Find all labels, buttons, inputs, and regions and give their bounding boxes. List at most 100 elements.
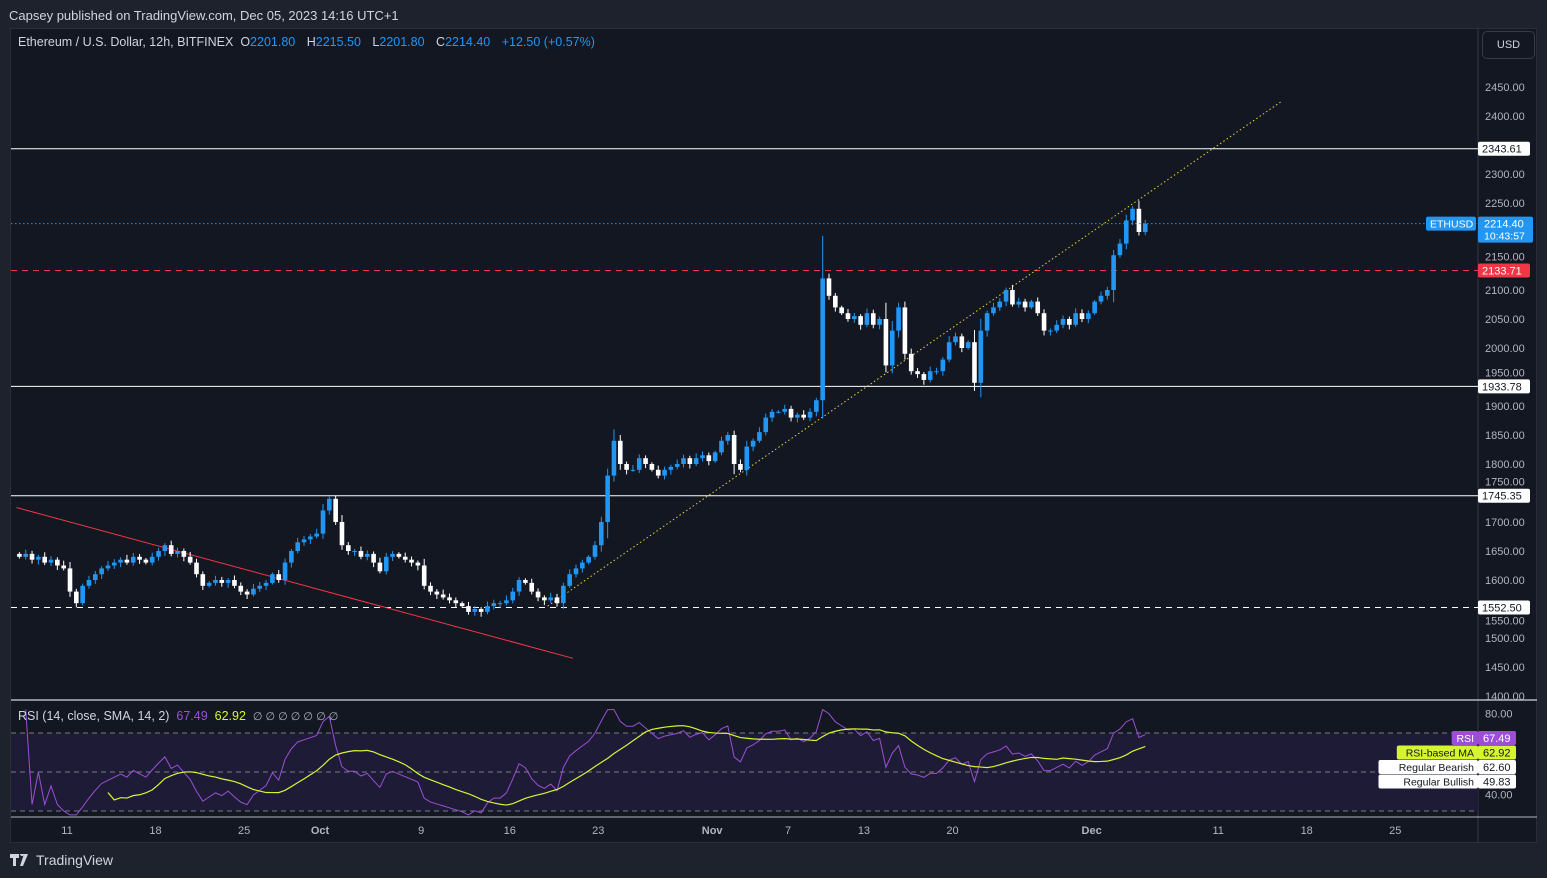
candle [984, 310, 990, 337]
candle-body [270, 574, 275, 583]
candle [611, 429, 617, 482]
candle [605, 468, 610, 539]
candle [156, 547, 161, 561]
candle-body [1029, 301, 1034, 308]
rsi-label-name: RSI [1456, 733, 1474, 745]
candle-body [402, 556, 408, 560]
candle-body [1136, 208, 1142, 232]
rsi-extra-values: ∅ ∅ ∅ ∅ ∅ ∅ ∅ [252, 711, 339, 723]
candle [700, 451, 705, 462]
candle-body [466, 606, 471, 612]
rsi-label-value: 49.83 [1483, 777, 1511, 789]
candle-body [390, 553, 395, 557]
candle [870, 309, 876, 329]
candle-body [409, 559, 414, 563]
rsi-title: RSI (14, close, SMA, 14, 2) [18, 709, 170, 723]
candle [649, 462, 655, 472]
candle [270, 572, 275, 585]
candle-body [415, 562, 421, 566]
candle [428, 582, 433, 596]
candle-body [67, 568, 73, 592]
candle [795, 412, 800, 423]
candle [1111, 249, 1116, 303]
tradingview-logo-icon [10, 854, 28, 866]
candle-body [630, 469, 636, 471]
candle-body [130, 556, 136, 563]
candle [750, 438, 756, 452]
candle [364, 550, 370, 561]
candle [301, 535, 307, 546]
candle-body [301, 539, 307, 543]
candle-body [991, 307, 996, 314]
candle-body [1142, 223, 1148, 232]
level-price-tag [1478, 379, 1530, 394]
candle [440, 589, 446, 600]
candle [599, 516, 604, 552]
candle-body [624, 464, 629, 470]
rsi-label-name-tag [1378, 760, 1478, 774]
rsi-label-value-tag [1478, 745, 1516, 760]
candle-body [156, 551, 161, 557]
candle [181, 548, 187, 562]
candle-body [1022, 301, 1028, 308]
candle [289, 548, 294, 568]
candle-body [870, 313, 876, 325]
candle [845, 309, 851, 322]
candle [137, 554, 142, 564]
candle [516, 577, 522, 596]
candle [725, 431, 731, 445]
candle-body [744, 446, 750, 470]
candle [194, 558, 199, 578]
close-value: 2214.40 [445, 35, 491, 49]
candle-body [371, 553, 376, 563]
candle-body [485, 606, 490, 612]
candle-body [535, 591, 541, 598]
time-tick-label: 16 [504, 825, 516, 837]
symbol-tag-label: ETHUSD [1430, 219, 1474, 231]
candle-body [383, 556, 389, 572]
rsi-label-value: 67.49 [1483, 733, 1511, 745]
candle [213, 575, 218, 586]
candle [74, 588, 79, 608]
candle [921, 372, 927, 385]
candle [251, 583, 256, 597]
candle [1086, 310, 1091, 324]
candle [453, 597, 459, 608]
candle-body [289, 551, 294, 563]
price-tick-label: 2000.00 [1485, 343, 1525, 355]
candle [706, 452, 712, 466]
candle-body [17, 553, 22, 557]
candle-body [478, 609, 484, 612]
candle [744, 440, 750, 476]
candle-body [295, 542, 300, 551]
tradingview-logo[interactable]: TradingView [10, 852, 113, 868]
candle-body [1010, 290, 1015, 305]
time-tick-label: 11 [1212, 825, 1223, 837]
candle-body [118, 559, 123, 563]
candle [143, 557, 149, 565]
level-price-label: 1552.50 [1482, 603, 1522, 615]
candle-body [542, 597, 547, 601]
candle [320, 504, 326, 539]
candle-body [940, 359, 946, 372]
candle-body [377, 562, 383, 572]
rsi-label-name: Regular Bullish [1403, 777, 1474, 789]
level-price-label: 2133.71 [1482, 265, 1522, 277]
candle [1029, 299, 1034, 310]
candle [1048, 328, 1053, 336]
candle [383, 552, 389, 575]
candle [168, 540, 174, 557]
candle-body [225, 580, 231, 583]
currency-button[interactable]: USD [1482, 31, 1535, 59]
candle [308, 534, 313, 544]
candle-body [194, 562, 199, 575]
high-label: H [306, 35, 316, 49]
candle-body [491, 603, 497, 607]
candle-body [1086, 313, 1091, 319]
candle-body [820, 278, 825, 401]
candle-body [719, 440, 724, 453]
candle-body [187, 556, 193, 563]
candle [959, 333, 965, 353]
candle [282, 558, 288, 585]
